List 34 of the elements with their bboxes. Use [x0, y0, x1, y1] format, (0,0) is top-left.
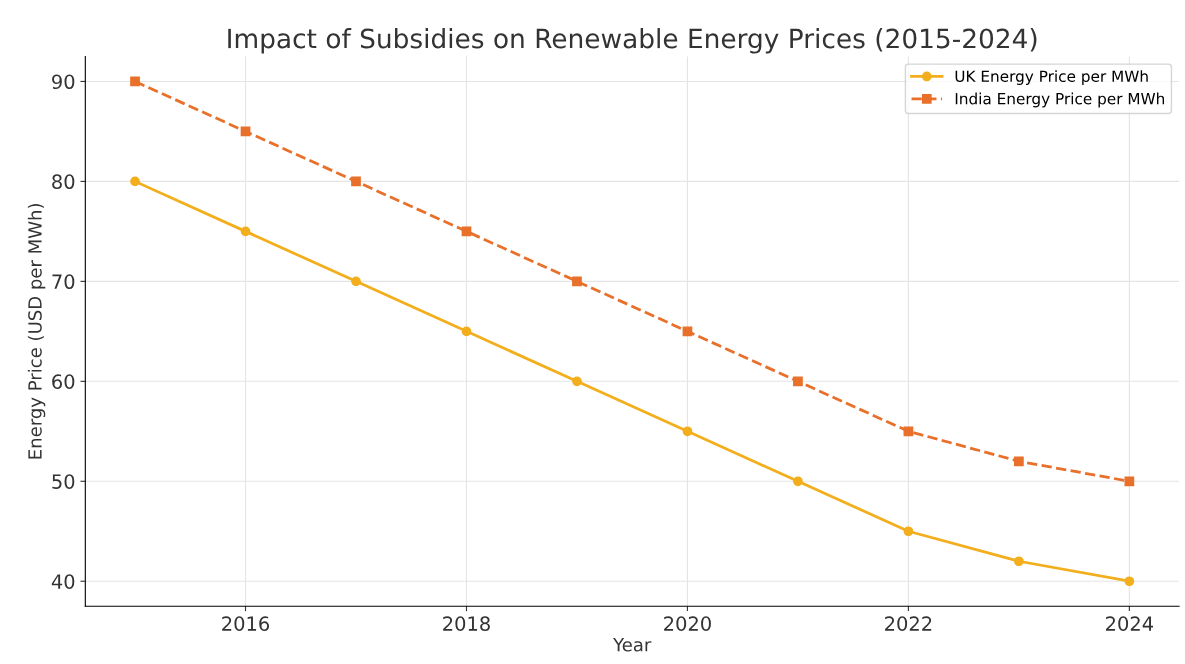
y-tick-label: 70 — [52, 274, 75, 290]
x-tick-label: 2022 — [885, 616, 932, 632]
legend-label: India Energy Price per MWh — [955, 92, 1165, 108]
y-tick-label: 80 — [52, 174, 75, 190]
point — [682, 426, 693, 437]
y-axis-title: Energy Price (USD per MWh) — [27, 204, 46, 459]
point — [682, 326, 693, 337]
point — [1124, 576, 1135, 587]
y-tick-label: 50 — [52, 474, 75, 489]
point — [1124, 476, 1135, 487]
x-tick-label: 2016 — [222, 616, 270, 632]
legend-label: UK Energy Price per MWh — [955, 70, 1148, 85]
point — [351, 176, 361, 187]
y-tick-label: 90 — [52, 74, 75, 90]
x-tick-label: 2020 — [664, 616, 711, 632]
x-axis-title: Year — [613, 638, 652, 652]
point — [1014, 556, 1024, 567]
x-tick-label: 2024 — [1106, 616, 1154, 632]
point — [130, 176, 140, 187]
point — [351, 276, 361, 287]
x-tick-label: 2018 — [443, 616, 490, 632]
point — [793, 376, 803, 387]
point — [130, 76, 140, 87]
point — [572, 376, 582, 387]
point — [461, 326, 472, 337]
chart-title: Impact of Subsidies on Renewable Energy Prices (2015-2024) — [228, 28, 1037, 54]
point — [1014, 456, 1024, 467]
point — [240, 226, 251, 237]
y-tick-label: 60 — [52, 374, 75, 389]
point — [903, 526, 914, 537]
point — [793, 476, 803, 487]
y-tick-label: 40 — [51, 574, 75, 589]
point — [572, 276, 582, 287]
point — [903, 426, 914, 437]
